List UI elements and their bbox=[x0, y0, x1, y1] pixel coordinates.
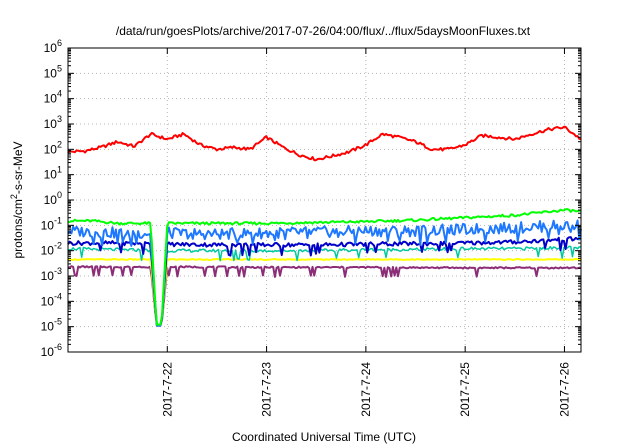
y-tick-label-base: 10 bbox=[44, 142, 58, 156]
y-axis-label-suffix: -s-sr-MeV bbox=[11, 141, 25, 194]
y-tick-label: 10-1 bbox=[41, 215, 62, 232]
y-tick-label-base: 10 bbox=[41, 218, 55, 232]
y-tick-label-base: 10 bbox=[41, 294, 55, 308]
y-tick-label: 104 bbox=[44, 89, 62, 106]
x-tick-label: 2017-7-23 bbox=[260, 362, 274, 417]
y-tick-label-base: 10 bbox=[41, 345, 55, 359]
y-tick-label-exponent: 5 bbox=[57, 63, 62, 73]
y-tick-label-base: 10 bbox=[44, 193, 58, 207]
y-tick-label-exponent: 2 bbox=[57, 139, 62, 149]
series-line-0 bbox=[67, 125, 582, 162]
y-tick-label-base: 10 bbox=[41, 244, 55, 258]
chart-title: /data/run/goesPlots/archive/2017-07-26/0… bbox=[116, 24, 531, 38]
y-tick-label-base: 10 bbox=[44, 168, 58, 182]
grid bbox=[68, 48, 581, 352]
y-tick-label: 10-6 bbox=[41, 342, 62, 359]
y-tick-label-exponent: -5 bbox=[54, 317, 62, 327]
y-tick-label: 103 bbox=[44, 114, 62, 131]
y-tick-label-base: 10 bbox=[41, 269, 55, 283]
x-tick-label: 2017-7-22 bbox=[160, 362, 174, 417]
x-axis-label: Coordinated Universal Time (UTC) bbox=[232, 430, 416, 444]
y-tick-label: 10-2 bbox=[41, 241, 62, 258]
y-tick-label-base: 10 bbox=[44, 41, 58, 55]
y-tick-label-exponent: -6 bbox=[54, 342, 62, 352]
y-tick-label-base: 10 bbox=[44, 66, 58, 80]
y-tick-label-exponent: -4 bbox=[54, 291, 62, 301]
x-tick-label: 2017-7-24 bbox=[359, 362, 373, 417]
y-tick-label: 100 bbox=[44, 190, 62, 207]
y-tick-label-base: 10 bbox=[44, 92, 58, 106]
y-tick-label-base: 10 bbox=[44, 117, 58, 131]
y-tick-label-exponent: 4 bbox=[57, 89, 62, 99]
y-tick-label-base: 10 bbox=[41, 320, 55, 334]
y-tick-label-exponent: -2 bbox=[54, 241, 62, 251]
x-tick-label: 2017-7-25 bbox=[458, 362, 472, 417]
y-axis-ticks: 10-610-510-410-310-210-11001011021031041… bbox=[41, 38, 581, 359]
y-tick-label: 10-4 bbox=[41, 291, 62, 308]
y-tick-label: 101 bbox=[44, 165, 62, 182]
y-tick-label: 10-5 bbox=[41, 317, 62, 334]
y-axis-label: protons/cm2-s-sr-MeV bbox=[9, 141, 25, 258]
y-axis-label-superscript: 2 bbox=[9, 194, 19, 199]
y-tick-label-exponent: -1 bbox=[54, 215, 62, 225]
y-tick-label: 10-3 bbox=[41, 266, 62, 283]
y-tick-label-exponent: 1 bbox=[57, 165, 62, 175]
series-line-6 bbox=[67, 265, 582, 327]
y-tick-label-exponent: 6 bbox=[57, 38, 62, 48]
series-line-1 bbox=[67, 208, 582, 326]
x-axis-ticks: 2017-7-22 2017-7-23 2017-7-24 2017-7-25 2017… bbox=[160, 48, 571, 417]
y-axis-label-prefix: protons/cm bbox=[11, 199, 25, 258]
series-line-2 bbox=[67, 219, 582, 327]
y-tick-label: 105 bbox=[44, 63, 62, 80]
y-tick-label: 102 bbox=[44, 139, 62, 156]
x-tick-label: 2017-7-26 bbox=[557, 362, 571, 417]
y-tick-label-exponent: 3 bbox=[57, 114, 62, 124]
y-tick-label: 106 bbox=[44, 38, 62, 55]
series-layer bbox=[67, 125, 582, 327]
y-tick-label-exponent: 0 bbox=[57, 190, 62, 200]
y-tick-label-exponent: -3 bbox=[54, 266, 62, 276]
